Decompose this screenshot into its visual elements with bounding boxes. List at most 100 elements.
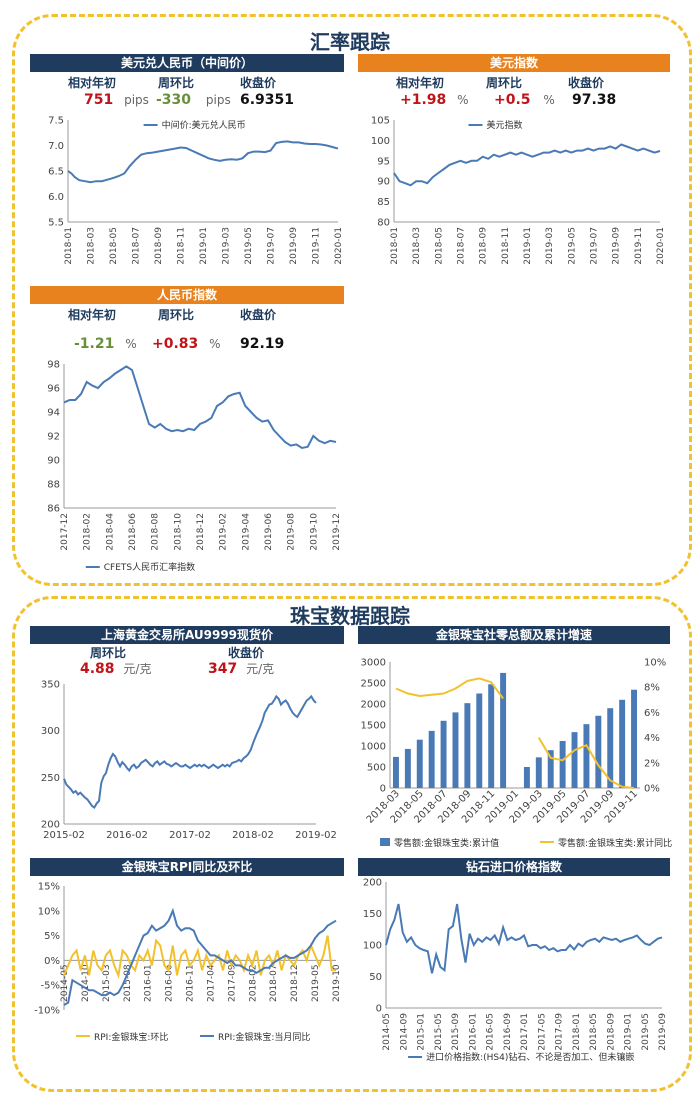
rpi-chart: -10% -5% 0% 5% 10% 15% 2014-05 2014-10 2015-03 20… <box>34 882 342 1044</box>
bar-2019-08 <box>595 715 602 788</box>
x-tick-label: 2018-03 <box>412 227 422 265</box>
legend-label: CFETS人民币汇率指数 <box>104 561 195 573</box>
x-tick-label: 2019-02 <box>219 513 229 551</box>
cfets-ytd-value: -1.21 <box>74 336 115 352</box>
y-tick-label: 200 <box>363 878 382 889</box>
y-tick-label: 300 <box>41 726 60 737</box>
gold-header: 上海黄金交易所AU9999现货价 <box>30 626 344 644</box>
legend-label: RPI:金银珠宝:环比 <box>94 1031 168 1043</box>
x-tick-label: 2015-02 <box>43 830 85 841</box>
x-tick-label: 2018-07 <box>457 227 467 265</box>
bar-2019-03 <box>535 757 542 788</box>
bar-2019-11 <box>631 689 638 788</box>
x-tick-label: 2017-12 <box>60 513 70 551</box>
x-tick-label: 2018-11 <box>177 227 187 265</box>
x-tick-label: 2018-09 <box>479 227 489 265</box>
y-tick-label: 5% <box>44 931 60 942</box>
x-tick-label: 2019-05 <box>311 964 321 1002</box>
cfets-wow-value: +0.83 <box>152 336 199 352</box>
bar-2018-08 <box>452 712 459 788</box>
retail-chart: 0500100015002000250030000%2%4%6%8%10%201… <box>361 658 673 850</box>
bar-2018-11 <box>488 684 495 788</box>
y-tick-label: 95 <box>377 156 390 167</box>
x-tick-label: 2019-05 <box>641 1013 651 1051</box>
x-tick-label: 2018-08 <box>151 513 161 551</box>
legend-label: 进口价格指数:(HS4)钻石、不论是否加工、但未镶嵌 <box>426 1051 634 1063</box>
usdcny-ytd-unit: pips <box>124 93 149 107</box>
x-tick-label: 2016-02 <box>106 830 148 841</box>
series-line <box>63 365 337 450</box>
x-tick-label: 2014-10 <box>81 964 91 1002</box>
x-tick-label: 2017-05 <box>537 1013 547 1051</box>
bar-2018-10 <box>476 693 483 788</box>
x-tick-label: 2019-12 <box>332 513 342 551</box>
bar-2018-05 <box>416 739 423 788</box>
x-tick-label: 2018-02 <box>83 513 93 551</box>
bar-2019-07 <box>583 724 590 788</box>
y-tick-label: 2500 <box>361 679 386 690</box>
x-tick-label: 2018-11 <box>501 227 511 265</box>
x-tick-label: 2020-01 <box>656 227 666 265</box>
x-tick-label: 2015-03 <box>102 964 112 1002</box>
x-tick-label: 2016-01 <box>144 964 154 1002</box>
x-tick-label: 2014-05 <box>382 1013 392 1051</box>
y-tick-label: 0 <box>380 784 386 795</box>
y2-tick-label: 6% <box>644 708 660 719</box>
x-tick-label: 2016-01 <box>468 1013 478 1051</box>
retail-header: 金银珠宝社零总额及累计增速 <box>358 626 670 644</box>
dxy-ytd-label: 相对年初 <box>396 76 445 90</box>
y-tick-label: 7.0 <box>48 141 64 152</box>
x-tick-label: 2019-05 <box>244 227 254 265</box>
y-tick-label: 50 <box>369 972 382 983</box>
y-tick-label: 85 <box>377 197 390 208</box>
bar-2018-09 <box>464 703 471 788</box>
x-tick-label: 2016-09 <box>503 1013 513 1051</box>
y-tick-label: 100 <box>363 941 382 952</box>
legend-label: 零售额:金银珠宝类:累计值 <box>394 837 499 849</box>
bar-2019-02 <box>523 767 530 788</box>
y-tick-label: 90 <box>377 177 390 188</box>
x-tick-label: 2018-01 <box>64 227 74 265</box>
y-tick-label: 5.5 <box>48 218 64 229</box>
x-tick-label: 2019-03 <box>222 227 232 265</box>
usdcny-ytd-value: 751 <box>84 92 114 108</box>
y-tick-label: 250 <box>41 773 60 784</box>
gold-wow-unit: 元/克 <box>123 662 152 676</box>
y-tick-label: 86 <box>47 504 60 515</box>
y-tick-label: 100 <box>371 136 390 147</box>
x-tick-label: 2018-07 <box>132 227 142 265</box>
x-tick-label: 2019-11 <box>312 227 322 265</box>
y-tick-label: 1000 <box>361 742 386 753</box>
x-tick-label: 2015-09 <box>451 1013 461 1051</box>
x-tick-label: 2019-09 <box>289 227 299 265</box>
x-tick-label: 2015-01 <box>417 1013 427 1051</box>
x-tick-label: 2018-01 <box>572 1013 582 1051</box>
x-tick-label: 2017-09 <box>227 964 237 1002</box>
y-tick-label: -10% <box>34 1006 60 1017</box>
bar-2019-04 <box>547 750 554 788</box>
dxy-ytd: +1.98 % <box>400 92 469 108</box>
bar-2019-10 <box>619 699 626 788</box>
bar-2019-05 <box>559 740 566 788</box>
x-tick-label: 2019-06 <box>264 513 274 551</box>
cfets-wow: +0.83 % <box>152 336 221 352</box>
y-tick-label: 88 <box>47 480 60 491</box>
gold-wow-value: 4.88 <box>80 661 115 677</box>
y-tick-label: 350 <box>41 680 60 691</box>
x-tick-label: 2019-01 <box>199 227 209 265</box>
y-tick-label: 94 <box>47 408 60 419</box>
x-tick-label: 2019-02 <box>295 830 337 841</box>
fx-section <box>12 14 692 586</box>
bar-2018-06 <box>428 730 435 788</box>
usdcny-wow: -330 pips <box>156 92 231 108</box>
x-tick-label: 2019-10 <box>309 513 319 551</box>
cfets-ytd-label: 相对年初 <box>68 308 117 322</box>
x-tick-label: 2018-05 <box>434 227 444 265</box>
x-tick-label: 2017-02 <box>169 830 211 841</box>
x-tick-label: 2019-07 <box>590 227 600 265</box>
y-tick-label: 96 <box>47 384 60 395</box>
legend-swatch-bar <box>380 838 390 846</box>
gold-close-value: 347 <box>208 661 238 677</box>
diamond-header: 钻石进口价格指数 <box>358 858 670 876</box>
x-tick-label: 2014-09 <box>399 1013 409 1051</box>
